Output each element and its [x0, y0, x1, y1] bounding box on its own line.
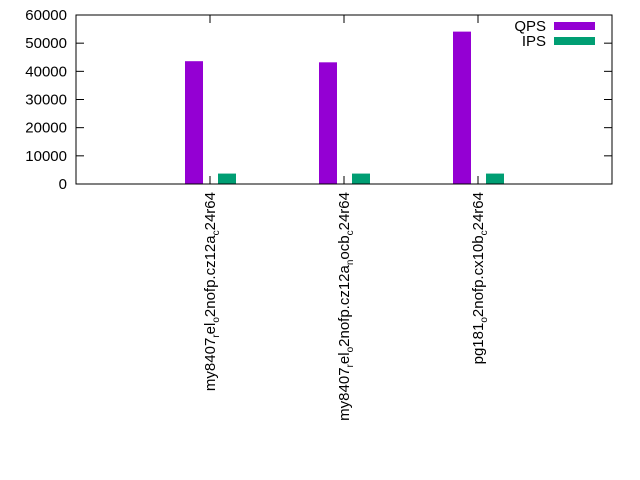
- bar-qps-3: [453, 31, 471, 185]
- x-label-part: 2nofp.cx10b: [470, 235, 487, 317]
- y-tick-label: 10000: [25, 148, 67, 165]
- x-label-part: ocb: [336, 235, 353, 259]
- x-label-part: 2nofp.cz12a: [202, 235, 219, 317]
- x-axis-labels: my8407relo2nofp.cz12ac24r64my8407relo2no…: [202, 192, 490, 421]
- x-category-label-3: pg181o2nofp.cx10bc24r64: [470, 192, 490, 364]
- x-label-subscript: o: [345, 346, 356, 352]
- x-label-subscript: r: [345, 363, 356, 367]
- x-label-subscript: c: [479, 230, 490, 235]
- x-label-part: 2nofp.cz12a: [336, 264, 353, 346]
- y-axis-ticks: 0 10000 20000 30000 40000 50000 60000: [25, 7, 612, 193]
- y-tick-label: 20000: [25, 120, 67, 137]
- x-label-part: 24r64: [470, 192, 487, 230]
- x-label-subscript: n: [345, 260, 356, 266]
- x-label-part: 24r64: [336, 192, 353, 230]
- y-tick-label: 60000: [25, 7, 67, 24]
- legend-label-ips: IPS: [522, 33, 546, 50]
- bar-ips-1: [218, 173, 236, 184]
- x-label-base: pg181: [470, 323, 487, 365]
- x-label-part: 24r64: [202, 192, 219, 230]
- y-tick-label: 40000: [25, 63, 67, 80]
- x-label-subscript: c: [345, 230, 356, 235]
- x-category-label-2: my8407relo2nofp.cz12anocbc24r64: [336, 192, 356, 421]
- x-label-part: el: [336, 352, 353, 364]
- legend-swatch-qps: [554, 22, 595, 30]
- bar-ips-2: [352, 173, 370, 184]
- legend-swatch-ips: [554, 37, 595, 45]
- x-label-subscript: o: [211, 317, 222, 323]
- x-label-subscript: c: [211, 230, 222, 235]
- plot-frame: [75, 14, 613, 185]
- x-label-part: el: [202, 323, 219, 335]
- x-label-base: my8407: [336, 367, 353, 420]
- bar-qps-1: [185, 61, 203, 185]
- legend-label-qps: QPS: [514, 18, 546, 35]
- x-label-base: my8407: [202, 338, 219, 391]
- x-label-subscript: o: [479, 317, 490, 323]
- x-label-subscript: r: [211, 334, 222, 338]
- y-tick-label: 0: [59, 176, 67, 193]
- bars: [185, 31, 504, 185]
- bar-ips-3: [486, 173, 504, 184]
- x-category-label-1: my8407relo2nofp.cz12ac24r64: [202, 192, 222, 391]
- y-tick-label: 30000: [25, 92, 67, 109]
- bar-qps-2: [319, 62, 337, 184]
- y-tick-label: 50000: [25, 35, 67, 52]
